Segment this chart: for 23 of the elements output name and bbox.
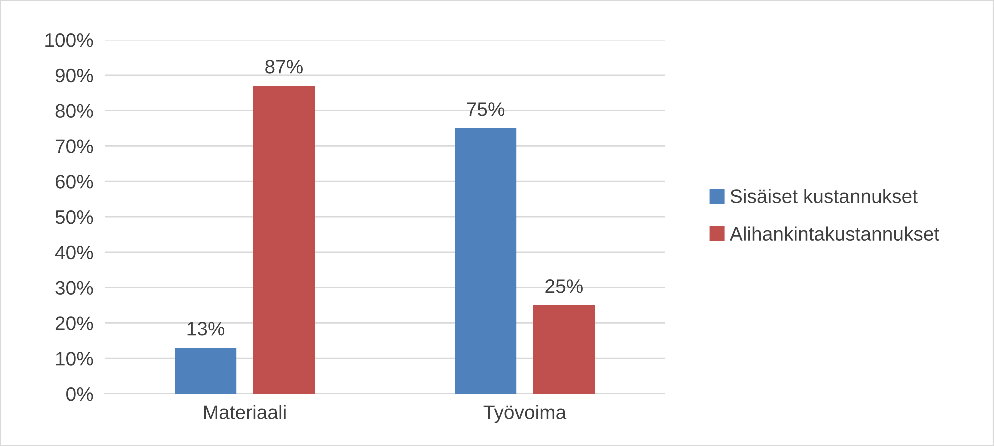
bar [455,128,517,394]
data-label: 13% [188,322,225,336]
data-label: 25% [546,280,583,294]
data-label: 87% [266,60,303,74]
bar [533,306,595,394]
y-tick-label: 30% [56,281,94,296]
y-tick-label: 20% [56,316,94,330]
y-tick-label: 0% [66,387,94,402]
x-tick-label: Materiaali [204,405,286,420]
y-tick-label: 70% [56,140,94,154]
bar [253,86,315,394]
y-tick-label: 50% [56,210,94,224]
x-tick-label: Työvoima [484,405,567,424]
y-tick-label: 60% [56,175,94,189]
y-tick-label: 40% [55,246,94,260]
legend-label: Sisäiset kustannukset [730,189,918,204]
y-tick-label: 80% [56,104,94,118]
y-tick-label: 100% [46,33,94,48]
y-tick-label: 90% [56,68,94,83]
data-label: 75% [467,102,505,116]
y-tick-label: 10% [56,352,94,366]
bar [175,348,237,394]
legend-label: Alihankintakustannukset [730,226,940,242]
